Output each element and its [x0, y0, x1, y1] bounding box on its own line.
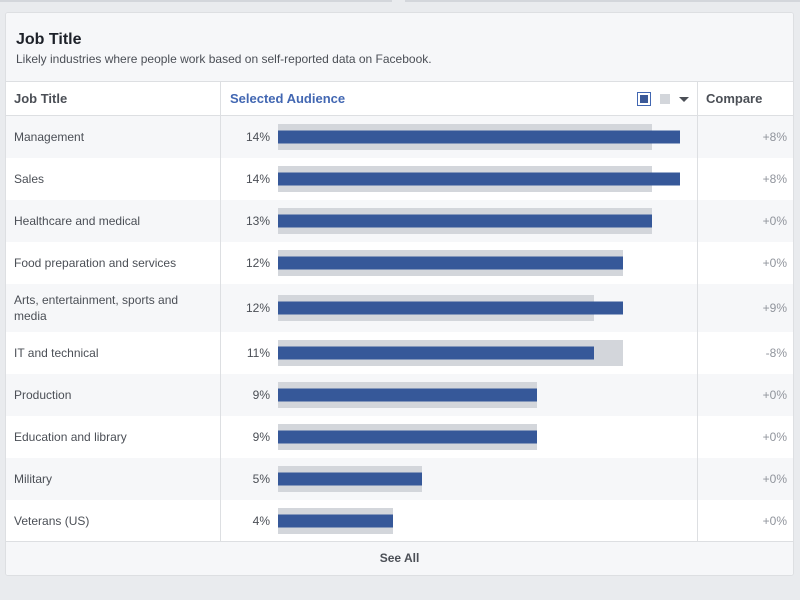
selected-audience-percent: 14% — [245, 130, 270, 144]
job-title-label: Veterans (US) — [14, 514, 90, 528]
selected-audience-bar — [278, 472, 422, 486]
job-title-label: Production — [14, 388, 72, 402]
selected-audience-bar — [278, 301, 623, 315]
compare-value: +9% — [762, 301, 787, 315]
compare-value: +8% — [762, 130, 787, 144]
column-divider — [220, 81, 221, 542]
compare-value: +0% — [762, 472, 787, 486]
selected-audience-percent: 5% — [252, 472, 270, 486]
compare-value: -8% — [765, 346, 787, 360]
table-row: Education and library 9% +0% — [6, 416, 793, 458]
table-row: Military 5% +0% — [6, 458, 793, 500]
selected-audience-bar — [278, 256, 623, 270]
selected-audience-bar — [278, 430, 537, 444]
chevron-down-icon[interactable] — [679, 97, 689, 102]
bar-track — [278, 200, 698, 242]
selected-audience-bar — [278, 514, 393, 528]
job-title-label: Education and library — [14, 430, 127, 444]
selected-audience-percent: 12% — [245, 301, 270, 315]
bar-track — [278, 158, 698, 200]
selected-audience-percent: 12% — [245, 256, 270, 270]
compare-value: +0% — [762, 430, 787, 444]
bar-track — [278, 242, 698, 284]
table-row: Veterans (US) 4% +0% — [6, 500, 793, 542]
table-row: Healthcare and medical 13% +0% — [6, 200, 793, 242]
bar-track — [278, 332, 698, 374]
bar-track — [278, 458, 698, 500]
bar-track — [278, 500, 698, 542]
see-all-button[interactable]: See All — [379, 551, 420, 565]
table-row: Management 14% +8% — [6, 116, 793, 158]
job-title-label: Sales — [14, 172, 45, 186]
table-row: Sales 14% +8% — [6, 158, 793, 200]
table-header: Job Title Selected Audience Compare — [6, 81, 793, 116]
job-title-label: Management — [14, 130, 85, 144]
top-strip — [0, 0, 800, 10]
column-header-job-title: Job Title — [14, 91, 68, 106]
table-row: Production 9% +0% — [6, 374, 793, 416]
compare-value: +0% — [762, 388, 787, 402]
job-title-label: Arts, entertainment, sports and media — [14, 293, 179, 323]
bar-track — [278, 374, 698, 416]
bar-track — [278, 116, 698, 158]
bar-track — [278, 416, 698, 458]
selected-audience-bar — [278, 214, 652, 228]
selected-audience-percent: 9% — [252, 388, 270, 402]
card-header: Job Title Likely industries where people… — [6, 13, 793, 81]
selected-audience-percent: 11% — [246, 346, 270, 360]
column-divider — [697, 81, 698, 542]
selected-audience-percent: 4% — [252, 514, 270, 528]
selected-audience-percent: 13% — [245, 214, 270, 228]
compare-value: +0% — [762, 514, 787, 528]
compare-value: +0% — [762, 214, 787, 228]
selected-audience-bar — [278, 346, 594, 360]
selected-audience-percent: 9% — [252, 430, 270, 444]
column-header-compare: Compare — [706, 91, 763, 106]
job-title-label: Food preparation and services — [14, 256, 177, 270]
card-footer: See All — [6, 541, 793, 575]
compare-value: +0% — [762, 256, 787, 270]
job-title-label: IT and technical — [14, 346, 99, 360]
selected-audience-bar — [278, 388, 537, 402]
selected-audience-percent: 14% — [245, 172, 270, 186]
bar-track — [278, 284, 698, 332]
table-row: IT and technical 11% -8% — [6, 332, 793, 374]
card-subtitle: Likely industries where people work base… — [16, 52, 432, 66]
previous-card-edge-right — [405, 0, 800, 2]
job-title-label: Healthcare and medical — [14, 214, 141, 228]
table-body: Management 14% +8% Sales 14% +8% Healthcare an… — [6, 116, 793, 542]
compare-value: +8% — [762, 172, 787, 186]
column-header-selected-audience[interactable]: Selected Audience — [230, 91, 346, 106]
card-title: Job Title — [16, 31, 82, 48]
table-row: Food preparation and services 12% +0% — [6, 242, 793, 284]
job-title-label: Military — [14, 472, 52, 486]
selected-audience-bar — [278, 172, 680, 186]
square-filled-icon[interactable] — [637, 92, 651, 106]
selected-audience-bar — [278, 130, 680, 144]
job-title-table: Job Title Selected Audience Compare Mana… — [6, 81, 793, 542]
square-outline-icon[interactable] — [660, 94, 670, 104]
table-row: Arts, entertainment, sports and media 12%… — [6, 284, 793, 332]
previous-card-edge — [0, 0, 392, 2]
job-title-card: Job Title Likely industries where people… — [5, 12, 794, 576]
